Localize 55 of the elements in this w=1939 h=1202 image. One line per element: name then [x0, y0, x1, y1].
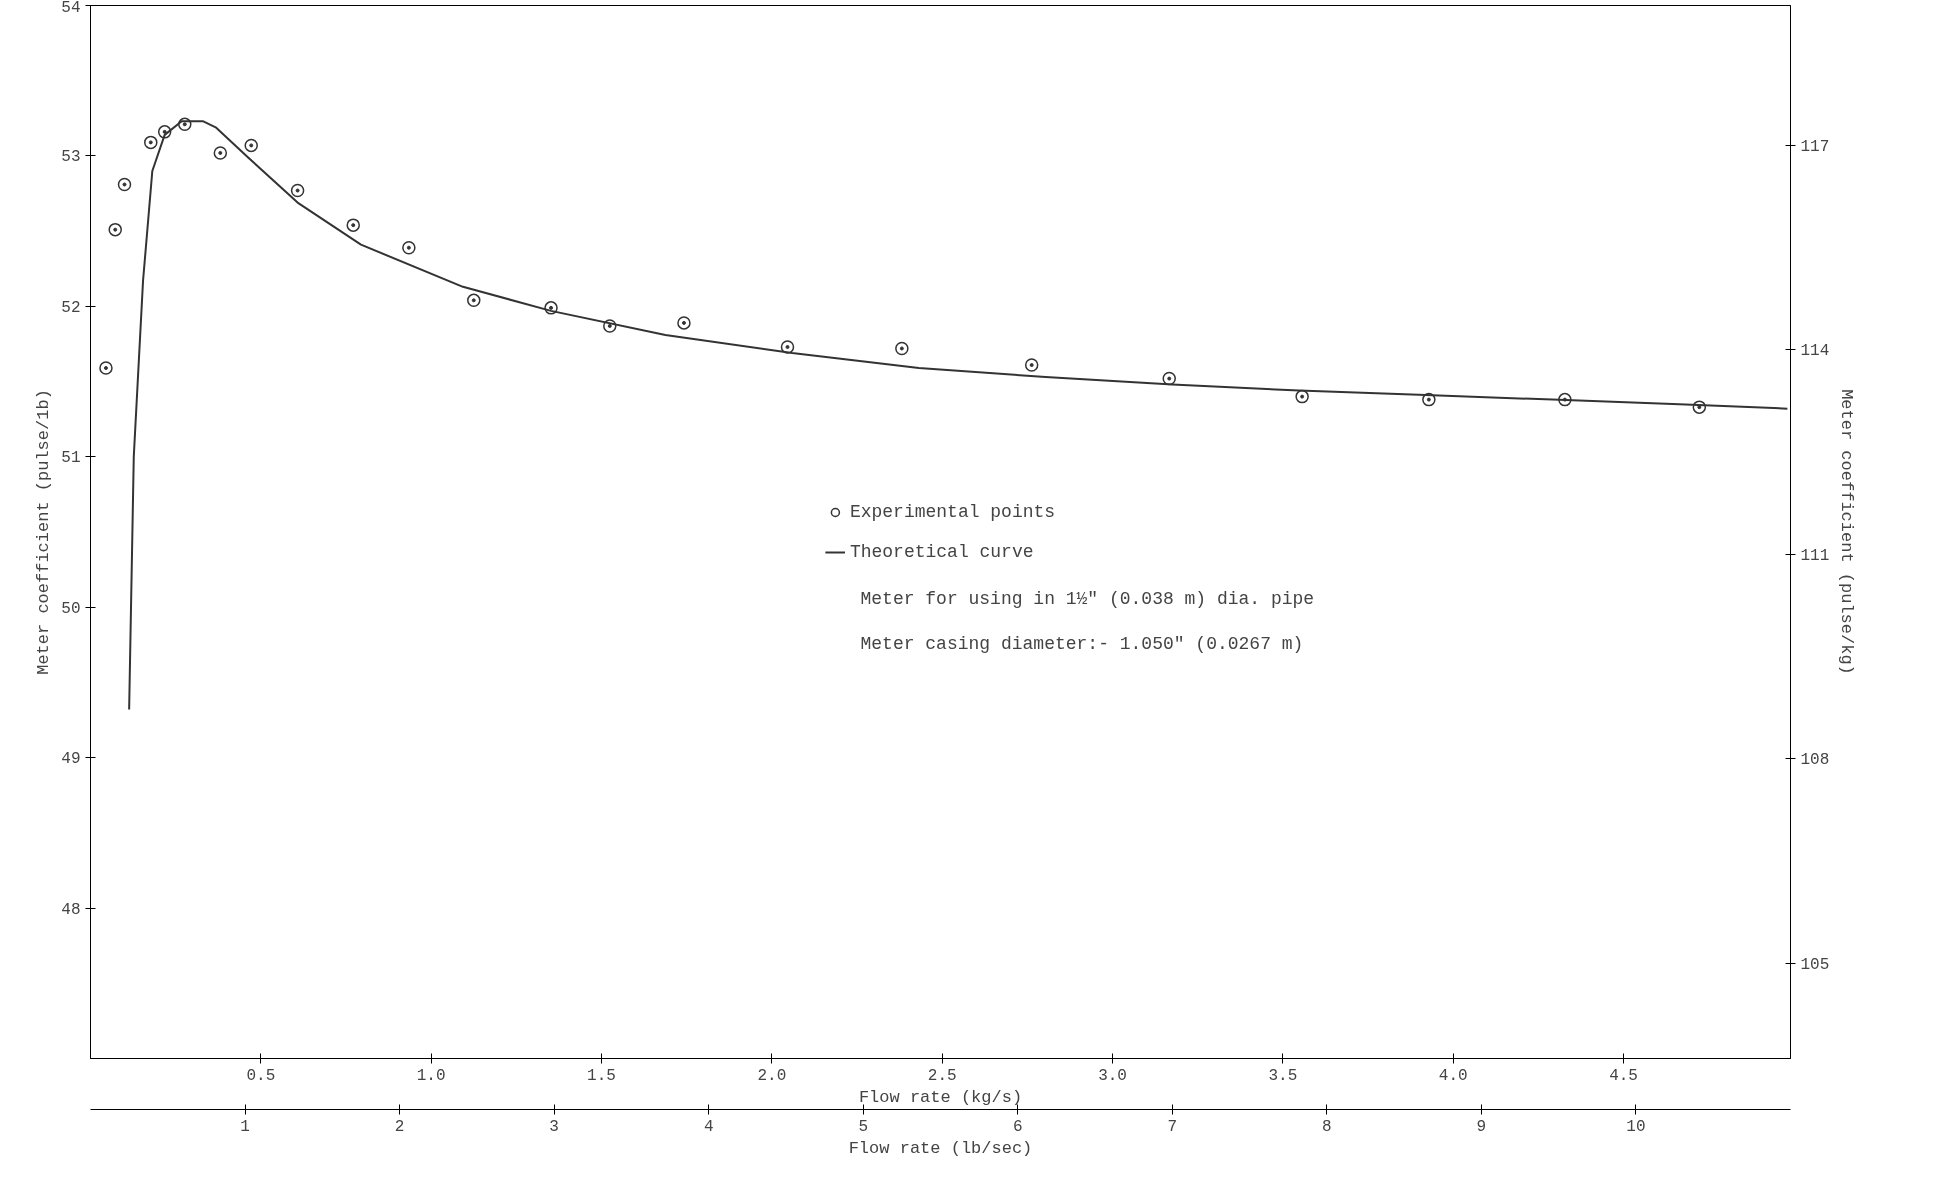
point [346, 218, 360, 232]
point [244, 138, 258, 153]
point [1162, 371, 1176, 386]
y-tick-label: 52 [61, 298, 81, 317]
y2-axis-title: Meter coefficient (pulse/kg) [1837, 389, 1857, 675]
point [290, 183, 305, 198]
y-tick-label: 54 [61, 0, 81, 17]
y-tick-label: 53 [61, 148, 81, 167]
point [213, 146, 228, 160]
x-tick-label: 1 [240, 1117, 250, 1136]
point [1024, 358, 1039, 372]
x-tick-label: 7 [1167, 1117, 1178, 1136]
x-tick-label: 3 [549, 1117, 559, 1136]
point [780, 340, 795, 354]
x-tick-label: 2 [394, 1117, 405, 1136]
x-tick-label: 5 [858, 1117, 869, 1136]
x-tick-label: 4 [703, 1117, 714, 1136]
x2-tick-label: 2.5 [927, 1066, 957, 1085]
x2-tick-label: 1.0 [416, 1066, 446, 1085]
x-tick-label: 10 [1626, 1117, 1646, 1136]
y2-tick-label: 117 [1800, 137, 1830, 156]
y-tick-label: 50 [61, 599, 81, 618]
point [108, 222, 122, 237]
point [99, 361, 113, 375]
point [467, 293, 481, 308]
x2-tick-label: 4.5 [1609, 1066, 1638, 1085]
y2-tick-label: 111 [1800, 546, 1830, 565]
x-axis-title: Flow rate (lb/sec) [848, 1138, 1033, 1158]
y2-tick-label: 114 [1800, 342, 1830, 361]
x-tick-label: 6 [1012, 1117, 1023, 1136]
point [895, 341, 909, 356]
point [677, 316, 691, 330]
point [144, 135, 158, 150]
x2-tick-label: 1.5 [587, 1066, 616, 1085]
point [1295, 389, 1309, 404]
x2-tick-label: 4.0 [1438, 1066, 1468, 1085]
y2-tick-label: 105 [1800, 955, 1830, 974]
x2-tick-label: 3.5 [1268, 1066, 1298, 1085]
x2-axis-title: Flow rate (kg/s) [858, 1087, 1023, 1107]
legend-label: Experimental points [849, 501, 1056, 522]
annotation: Meter for using in 1½" (0.038 m) dia. pipe [860, 588, 1315, 609]
annotation: Meter casing diameter:- 1.050" (0.0267 m) [860, 633, 1304, 654]
x-tick-label: 9 [1476, 1117, 1487, 1136]
y2-tick-label: 108 [1800, 751, 1830, 770]
y-tick-label: 49 [61, 750, 81, 769]
x2-tick-label: 2.0 [757, 1066, 787, 1085]
y-tick-label: 48 [61, 900, 81, 919]
y-tick-label: 51 [61, 449, 81, 468]
legend-label: Theoretical curve [849, 541, 1034, 562]
point [402, 240, 416, 255]
x-tick-label: 8 [1322, 1117, 1332, 1136]
x2-tick-label: 3.0 [1098, 1066, 1127, 1085]
x2-tick-label: 0.5 [246, 1066, 276, 1085]
point [117, 177, 132, 192]
y-axis-title: Meter coefficient (pulse/1b) [34, 389, 54, 675]
